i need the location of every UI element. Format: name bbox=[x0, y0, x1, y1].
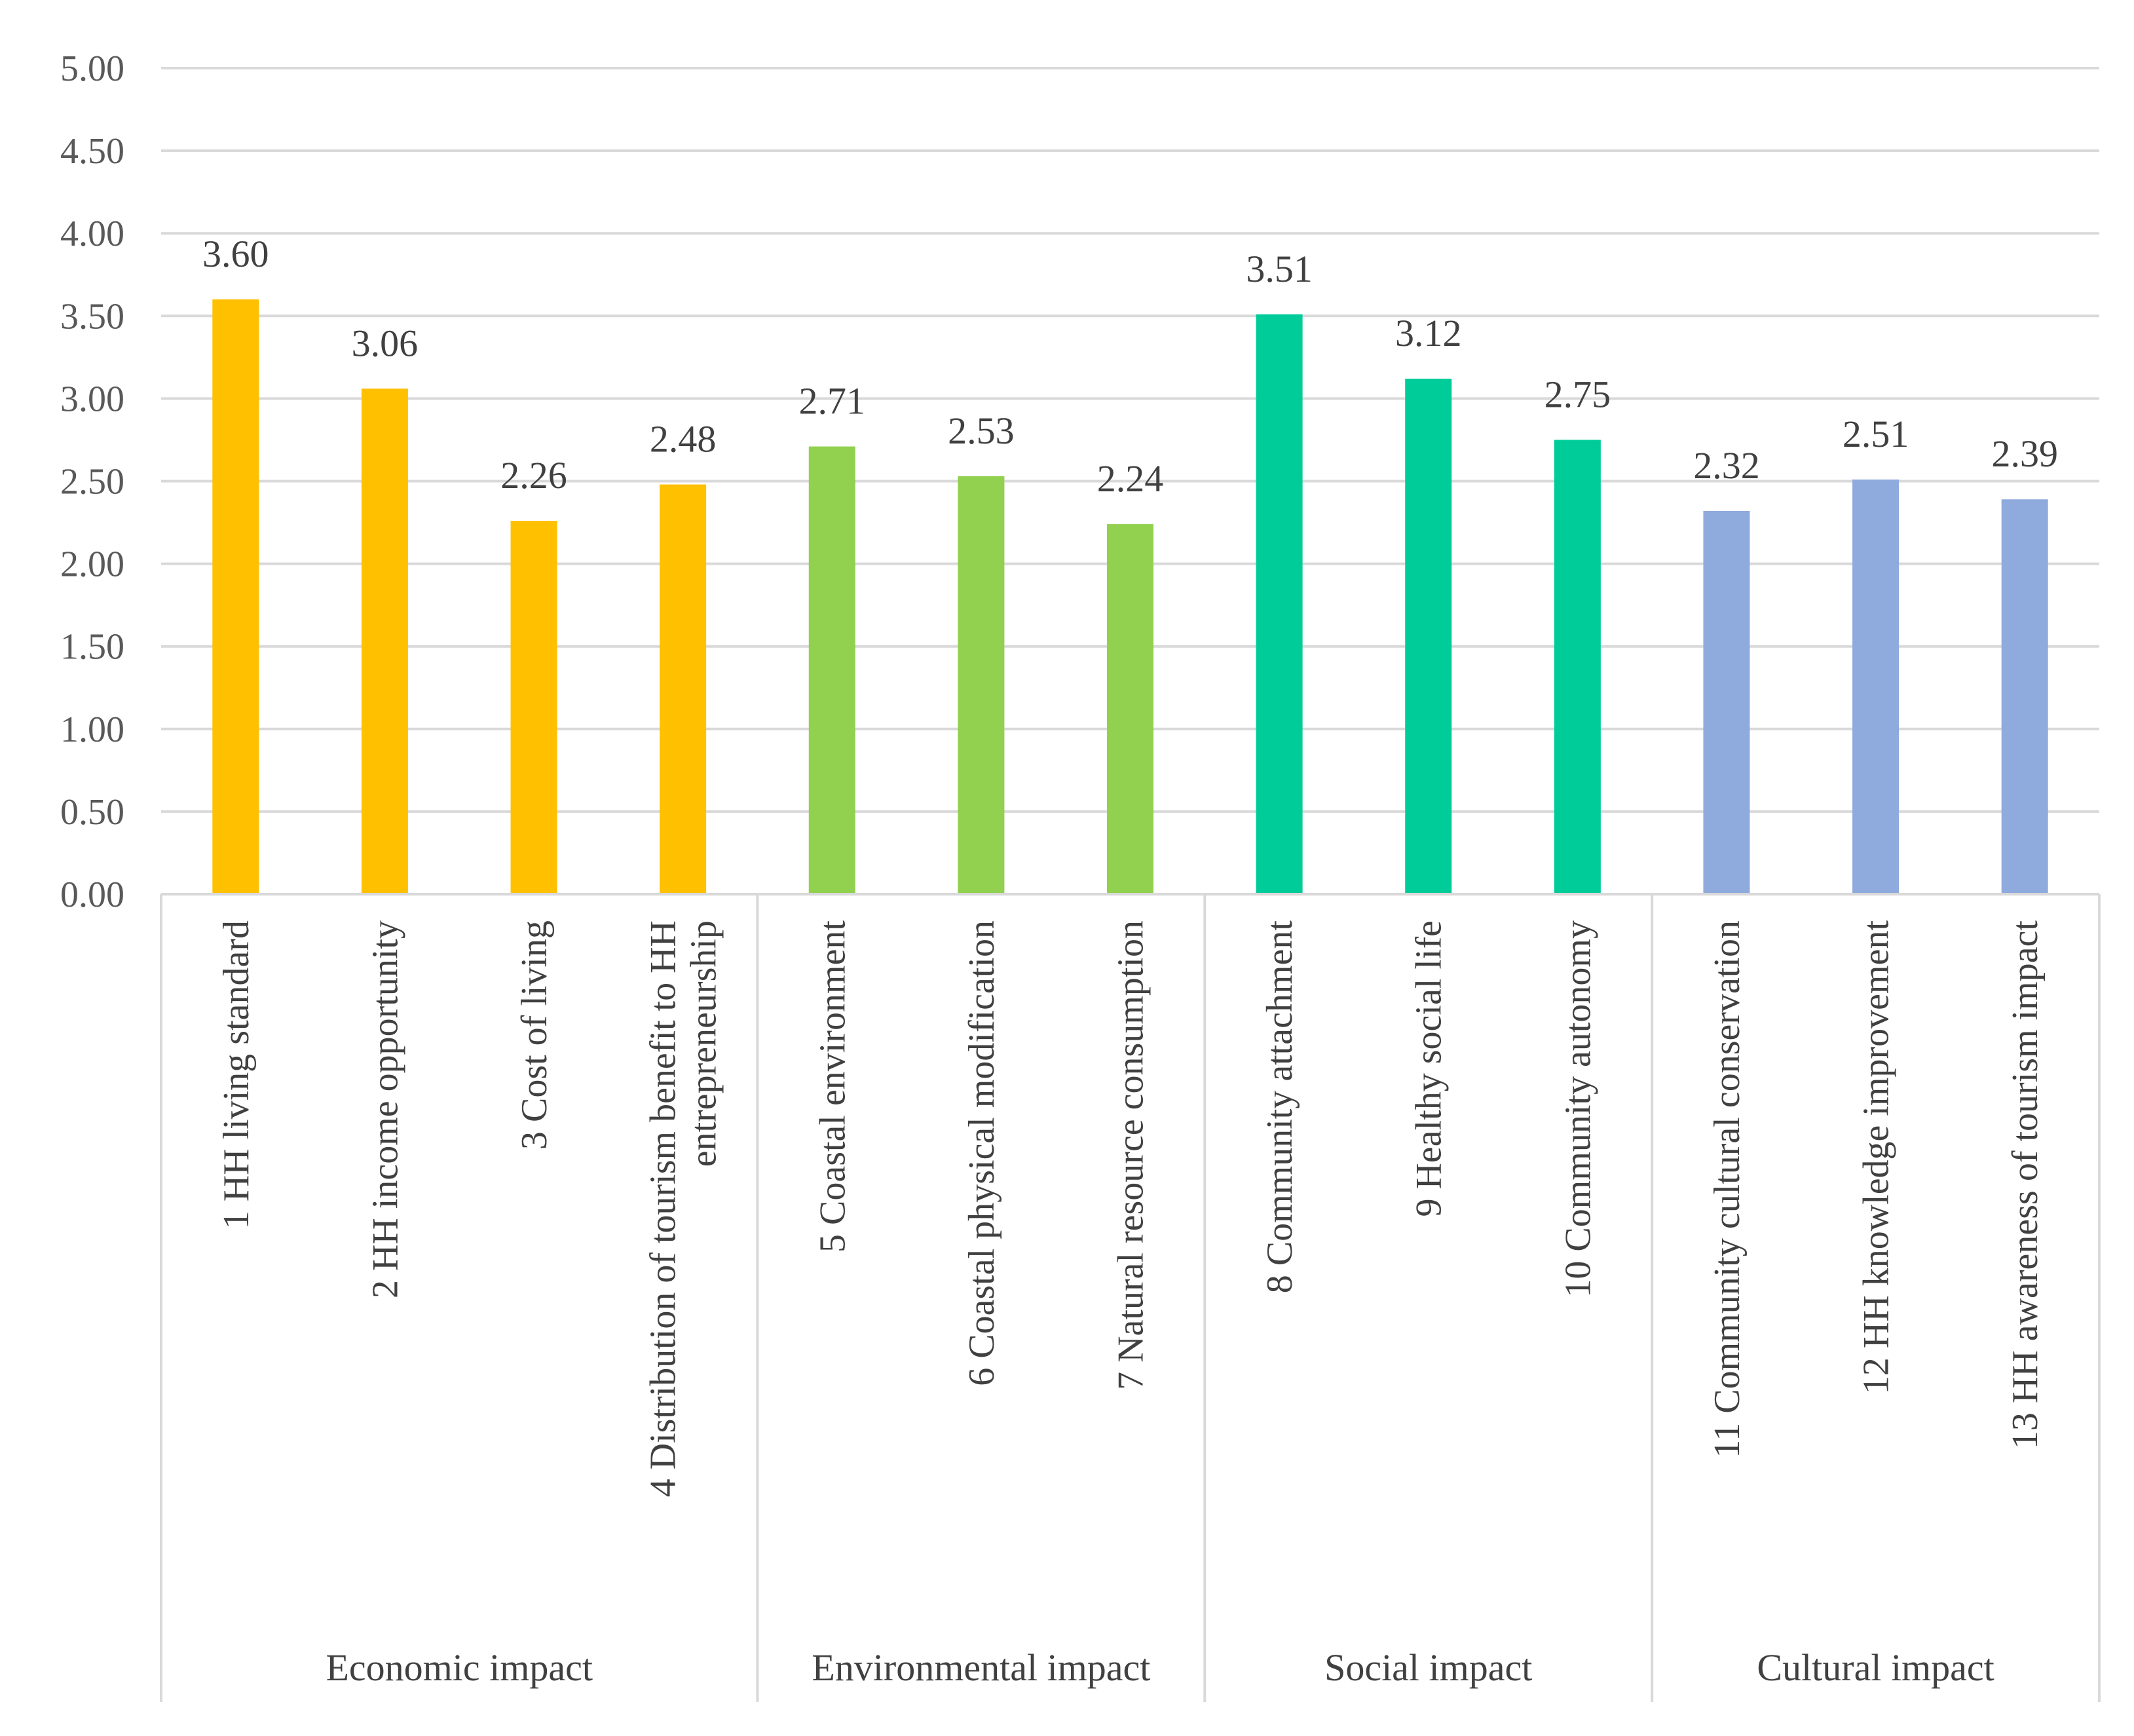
data-label: 2.24 bbox=[1097, 457, 1164, 500]
category-label-line: 13 HH awareness of tourism impact bbox=[2005, 920, 2046, 1450]
data-label: 3.60 bbox=[202, 233, 269, 275]
category-label-line: 4 Distribution of tourism benefit to HH bbox=[643, 920, 684, 1497]
data-label: 2.71 bbox=[799, 380, 866, 423]
category-label: 5 Coastal environment bbox=[812, 920, 853, 1253]
category-label-line: 11 Community cultural conservation bbox=[1707, 920, 1748, 1458]
data-label: 2.75 bbox=[1544, 373, 1611, 415]
category-label-line: 2 HH income opportunity bbox=[365, 920, 405, 1298]
bar bbox=[1703, 510, 1750, 894]
category-label: 4 Distribution of tourism benefit to HH e… bbox=[643, 920, 724, 1497]
data-label: 3.12 bbox=[1395, 312, 1462, 354]
y-tick-label: 0.00 bbox=[60, 875, 124, 915]
y-tick-label: 2.00 bbox=[60, 544, 124, 585]
category-label-line: 1 HH living standard bbox=[216, 920, 257, 1229]
category-label: 10 Community autonomy bbox=[1558, 920, 1598, 1298]
data-label: 3.51 bbox=[1246, 248, 1313, 290]
category-labels: 1 HH living standard 2 HH income opportun… bbox=[216, 920, 2046, 1498]
y-tick-label: 5.00 bbox=[60, 48, 124, 89]
category-label: 12 HH knowledge improvement bbox=[1856, 920, 1897, 1395]
data-label: 2.26 bbox=[500, 454, 567, 497]
category-label-line: 8 Community attachment bbox=[1260, 920, 1300, 1294]
category-label: 8 Community attachment bbox=[1260, 920, 1300, 1294]
bar bbox=[1256, 314, 1303, 894]
category-label: 2 HH income opportunity bbox=[365, 920, 405, 1298]
category-label: 3 Cost of living bbox=[514, 920, 555, 1150]
data-label: 2.32 bbox=[1693, 444, 1760, 487]
category-label-line: 12 HH knowledge improvement bbox=[1856, 920, 1897, 1395]
category-label-line: 6 Coastal physical modification bbox=[962, 920, 1002, 1386]
bar bbox=[212, 299, 259, 895]
bar bbox=[1405, 379, 1452, 894]
category-label-line: 5 Coastal environment bbox=[812, 920, 853, 1253]
y-tick-label: 0.50 bbox=[60, 792, 124, 833]
category-label-line: 10 Community autonomy bbox=[1558, 920, 1598, 1298]
y-tick-label: 1.00 bbox=[60, 709, 124, 750]
bar bbox=[660, 484, 707, 894]
y-tick-label: 4.50 bbox=[60, 131, 124, 172]
data-label: 3.06 bbox=[352, 322, 419, 364]
data-label: 2.48 bbox=[650, 418, 717, 461]
group-label: Cultural impact bbox=[1757, 1646, 1994, 1689]
group-label: Social impact bbox=[1324, 1646, 1532, 1689]
x-axis bbox=[160, 893, 2101, 1702]
category-label: 11 Community cultural conservation bbox=[1707, 920, 1748, 1458]
category-label-line: 3 Cost of living bbox=[514, 920, 555, 1150]
bar bbox=[808, 446, 855, 894]
bars bbox=[212, 299, 2048, 895]
category-label-line: entrepreneurship bbox=[684, 920, 724, 1167]
bar bbox=[1852, 479, 1900, 894]
category-label-line: 9 Healthy social life bbox=[1409, 920, 1450, 1217]
category-label: 1 HH living standard bbox=[216, 920, 257, 1229]
category-label-line: 7 Natural resource consumption bbox=[1111, 920, 1151, 1390]
group-label: Environmental impact bbox=[812, 1646, 1150, 1689]
data-label: 2.51 bbox=[1843, 413, 1909, 455]
data-label: 2.39 bbox=[1991, 432, 2058, 475]
category-label: 6 Coastal physical modification bbox=[962, 920, 1002, 1386]
bar bbox=[958, 476, 1005, 894]
y-tick-label: 4.00 bbox=[60, 214, 124, 254]
bar bbox=[510, 521, 557, 894]
bar bbox=[1107, 524, 1153, 894]
bar bbox=[361, 388, 408, 894]
group-labels: Economic impact Environmental impact Socia… bbox=[326, 1646, 1994, 1689]
y-tick-label: 3.00 bbox=[60, 379, 124, 419]
y-tick-label: 1.50 bbox=[60, 627, 124, 668]
category-label: 9 Healthy social life bbox=[1409, 920, 1450, 1217]
group-label: Economic impact bbox=[326, 1646, 592, 1689]
data-label: 2.53 bbox=[948, 409, 1015, 452]
bar bbox=[1554, 440, 1601, 894]
category-label: 7 Natural resource consumption bbox=[1111, 920, 1151, 1390]
y-tick-label: 2.50 bbox=[60, 462, 124, 502]
category-label: 13 HH awareness of tourism impact bbox=[2005, 920, 2046, 1450]
y-tick-label: 3.50 bbox=[60, 296, 124, 337]
value-labels: 3.60 3.06 2.26 2.48 2.71 2.53 2.24 3.51 3.12 2.75… bbox=[202, 233, 2058, 500]
bar bbox=[2001, 499, 2048, 894]
gridlines bbox=[161, 67, 2099, 813]
y-axis-ticks: 0.00 0.50 1.00 1.50 2.00 2.50 3.00 3.50 4.00 4.50… bbox=[60, 48, 124, 915]
